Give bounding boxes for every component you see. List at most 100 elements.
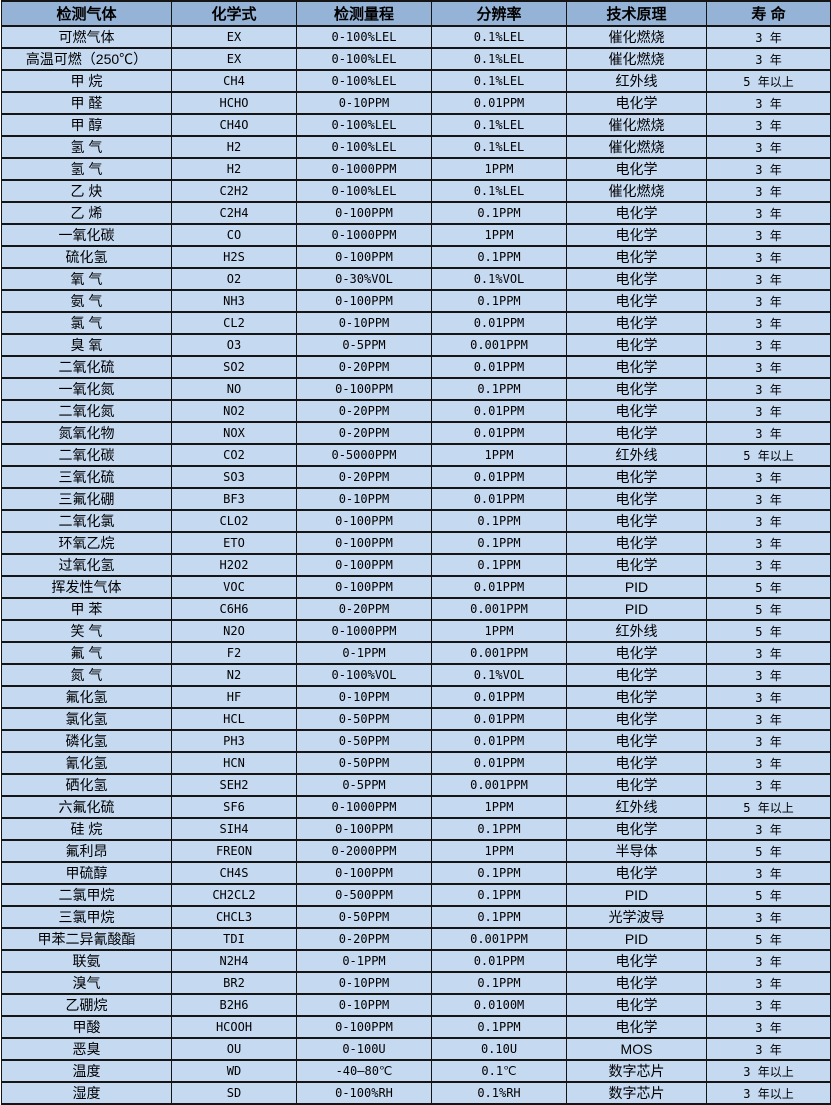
detection-range-cell: 0-100%LEL bbox=[296, 179, 432, 203]
resolution-cell: 0.1%LEL bbox=[431, 25, 567, 49]
detection-range-cell: 0-1000PPM bbox=[296, 157, 432, 181]
table-row: 甲酸 HCOOH 0-100PPM 0.1PPM 电化学 3 年 bbox=[1, 1015, 831, 1039]
column-header-lifespan: 寿 命 bbox=[706, 0, 831, 27]
gas-name-cell: 磷化氢 bbox=[1, 729, 172, 753]
lifespan-cell: 3 年 bbox=[706, 729, 831, 753]
resolution-cell: 0.001PPM bbox=[431, 773, 567, 797]
lifespan-cell: 3 年 bbox=[706, 993, 831, 1017]
technology-principle-cell: 电化学 bbox=[566, 487, 707, 511]
chemical-formula-cell: B2H6 bbox=[171, 993, 297, 1017]
detection-range-cell: 0-100PPM bbox=[296, 531, 432, 555]
technology-principle-cell: PID bbox=[566, 927, 707, 951]
resolution-cell: 0.01PPM bbox=[431, 355, 567, 379]
detection-range-cell: 0-20PPM bbox=[296, 355, 432, 379]
lifespan-cell: 3 年 bbox=[706, 267, 831, 291]
chemical-formula-cell: CO bbox=[171, 223, 297, 247]
resolution-cell: 0.1PPM bbox=[431, 377, 567, 401]
table-row: 三氧化硫 SO3 0-20PPM 0.01PPM 电化学 3 年 bbox=[1, 465, 831, 489]
technology-principle-cell: 半导体 bbox=[566, 839, 707, 863]
chemical-formula-cell: CH4S bbox=[171, 861, 297, 885]
gas-name-cell: 甲苯二异氰酸酯 bbox=[1, 927, 172, 951]
detection-range-cell: 0-100PPM bbox=[296, 245, 432, 269]
gas-name-cell: 笑 气 bbox=[1, 619, 172, 643]
resolution-cell: 0.1PPM bbox=[431, 971, 567, 995]
gas-name-cell: 甲 醇 bbox=[1, 113, 172, 137]
gas-name-cell: 氟化氢 bbox=[1, 685, 172, 709]
chemical-formula-cell: SO3 bbox=[171, 465, 297, 489]
resolution-cell: 0.01PPM bbox=[431, 465, 567, 489]
lifespan-cell: 3 年 bbox=[706, 553, 831, 577]
table-row: 一氧化碳 CO 0-1000PPM 1PPM 电化学 3 年 bbox=[1, 223, 831, 247]
table-row: 甲硫醇 CH4S 0-100PPM 0.1PPM 电化学 3 年 bbox=[1, 861, 831, 885]
table-row: 联氨 N2H4 0-1PPM 0.01PPM 电化学 3 年 bbox=[1, 949, 831, 973]
resolution-cell: 1PPM bbox=[431, 223, 567, 247]
detection-range-cell: 0-100PPM bbox=[296, 553, 432, 577]
chemical-formula-cell: SEH2 bbox=[171, 773, 297, 797]
resolution-cell: 0.001PPM bbox=[431, 927, 567, 951]
lifespan-cell: 3 年 bbox=[706, 1037, 831, 1061]
table-row: 湿度 SD 0-100%RH 0.1%RH 数字芯片 3 年以上 bbox=[1, 1081, 831, 1105]
detection-range-cell: 0-20PPM bbox=[296, 421, 432, 445]
gas-name-cell: 高温可燃（250℃） bbox=[1, 47, 172, 71]
lifespan-cell: 3 年 bbox=[706, 113, 831, 137]
gas-name-cell: 氟 气 bbox=[1, 641, 172, 665]
detection-range-cell: 0-1000PPM bbox=[296, 619, 432, 643]
chemical-formula-cell: O3 bbox=[171, 333, 297, 357]
resolution-cell: 0.1PPM bbox=[431, 861, 567, 885]
gas-name-cell: 三氟化硼 bbox=[1, 487, 172, 511]
chemical-formula-cell: NO2 bbox=[171, 399, 297, 423]
detection-range-cell: 0-5PPM bbox=[296, 773, 432, 797]
chemical-formula-cell: H2S bbox=[171, 245, 297, 269]
technology-principle-cell: 电化学 bbox=[566, 377, 707, 401]
chemical-formula-cell: HCHO bbox=[171, 91, 297, 115]
technology-principle-cell: 电化学 bbox=[566, 817, 707, 841]
technology-principle-cell: 电化学 bbox=[566, 223, 707, 247]
table-row: 笑 气 N2O 0-1000PPM 1PPM 红外线 5 年 bbox=[1, 619, 831, 643]
chemical-formula-cell: ETO bbox=[171, 531, 297, 555]
lifespan-cell: 3 年 bbox=[706, 135, 831, 159]
gas-name-cell: 硫化氢 bbox=[1, 245, 172, 269]
resolution-cell: 0.1%LEL bbox=[431, 113, 567, 137]
table-row: 高温可燃（250℃） EX 0-100%LEL 0.1%LEL 催化燃烧 3 年 bbox=[1, 47, 831, 71]
detection-range-cell: 0-10PPM bbox=[296, 91, 432, 115]
table-row: 甲苯二异氰酸酯 TDI 0-20PPM 0.001PPM PID 5 年 bbox=[1, 927, 831, 951]
table-row: 三氯甲烷 CHCL3 0-50PPM 0.1PPM 光学波导 3 年 bbox=[1, 905, 831, 929]
technology-principle-cell: 电化学 bbox=[566, 201, 707, 225]
lifespan-cell: 5 年 bbox=[706, 597, 831, 621]
detection-range-cell: 0-100%LEL bbox=[296, 135, 432, 159]
table-row: 硅 烷 SIH4 0-100PPM 0.1PPM 电化学 3 年 bbox=[1, 817, 831, 841]
chemical-formula-cell: N2H4 bbox=[171, 949, 297, 973]
table-row: 二氧化氮 NO2 0-20PPM 0.01PPM 电化学 3 年 bbox=[1, 399, 831, 423]
detection-range-cell: 0-5000PPM bbox=[296, 443, 432, 467]
resolution-cell: 0.01PPM bbox=[431, 421, 567, 445]
table-row: 氮 气 N2 0-100%VOL 0.1%VOL 电化学 3 年 bbox=[1, 663, 831, 687]
table-row: 溴气 BR2 0-10PPM 0.1PPM 电化学 3 年 bbox=[1, 971, 831, 995]
table-row: 二氧化硫 SO2 0-20PPM 0.01PPM 电化学 3 年 bbox=[1, 355, 831, 379]
technology-principle-cell: 电化学 bbox=[566, 157, 707, 181]
chemical-formula-cell: EX bbox=[171, 25, 297, 49]
detection-range-cell: 0-50PPM bbox=[296, 751, 432, 775]
table-body: 可燃气体 EX 0-100%LEL 0.1%LEL 催化燃烧 3 年高温可燃（250℃） E… bbox=[1, 25, 831, 1105]
gas-name-cell: 甲酸 bbox=[1, 1015, 172, 1039]
detection-range-cell: 0-100PPM bbox=[296, 201, 432, 225]
resolution-cell: 0.01PPM bbox=[431, 311, 567, 335]
lifespan-cell: 3 年 bbox=[706, 905, 831, 929]
lifespan-cell: 3 年 bbox=[706, 179, 831, 203]
gas-name-cell: 二氧化碳 bbox=[1, 443, 172, 467]
technology-principle-cell: PID bbox=[566, 597, 707, 621]
detection-range-cell: -40—80℃ bbox=[296, 1059, 432, 1083]
gas-name-cell: 过氧化氢 bbox=[1, 553, 172, 577]
detection-range-cell: 0-100PPM bbox=[296, 817, 432, 841]
gas-name-cell: 挥发性气体 bbox=[1, 575, 172, 599]
lifespan-cell: 3 年 bbox=[706, 663, 831, 687]
technology-principle-cell: 电化学 bbox=[566, 509, 707, 533]
table-row: 甲 醛 HCHO 0-10PPM 0.01PPM 电化学 3 年 bbox=[1, 91, 831, 115]
chemical-formula-cell: CH4O bbox=[171, 113, 297, 137]
resolution-cell: 0.1%LEL bbox=[431, 47, 567, 71]
table-row: 甲 烷 CH4 0-100%LEL 0.1%LEL 红外线 5 年以上 bbox=[1, 69, 831, 93]
lifespan-cell: 3 年 bbox=[706, 377, 831, 401]
resolution-cell: 0.1%VOL bbox=[431, 267, 567, 291]
table-row: 氯 气 CL2 0-10PPM 0.01PPM 电化学 3 年 bbox=[1, 311, 831, 335]
lifespan-cell: 5 年 bbox=[706, 619, 831, 643]
chemical-formula-cell: PH3 bbox=[171, 729, 297, 753]
